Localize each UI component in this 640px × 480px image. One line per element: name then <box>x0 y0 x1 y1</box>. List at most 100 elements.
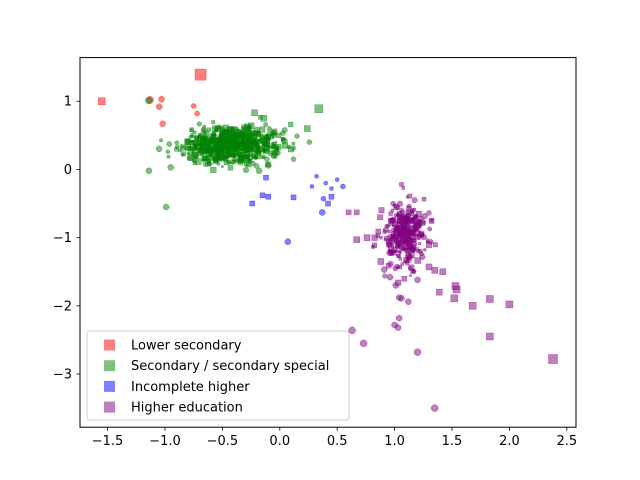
data-point <box>192 152 199 159</box>
data-point <box>231 159 236 164</box>
data-point <box>288 121 294 127</box>
legend-label: Incomplete higher <box>131 380 250 395</box>
data-point <box>288 146 294 153</box>
data-point <box>246 138 250 142</box>
data-point <box>198 133 203 139</box>
data-point <box>245 154 250 159</box>
data-point <box>158 95 165 103</box>
data-point <box>439 268 447 275</box>
data-point <box>294 133 300 139</box>
data-point <box>291 141 296 146</box>
data-point <box>203 142 207 146</box>
series-0 <box>98 68 207 127</box>
data-point <box>242 132 249 139</box>
data-point <box>203 135 207 139</box>
data-point <box>253 154 259 160</box>
data-point <box>219 155 225 161</box>
data-point <box>401 220 406 225</box>
data-point <box>382 273 388 279</box>
data-point <box>399 233 404 237</box>
data-point <box>184 143 191 151</box>
data-point <box>419 251 424 257</box>
data-point <box>207 145 214 152</box>
data-point <box>410 217 416 223</box>
data-point <box>238 155 245 162</box>
data-point <box>411 238 417 244</box>
data-point <box>222 128 228 133</box>
data-point <box>306 139 313 145</box>
data-point <box>191 158 197 164</box>
data-point <box>180 152 185 157</box>
x-tick-label: 0.5 <box>327 434 348 449</box>
data-point <box>270 144 276 149</box>
data-point <box>166 141 173 147</box>
data-point <box>388 211 393 216</box>
data-point <box>213 142 217 147</box>
data-point <box>255 167 263 175</box>
data-point <box>245 161 252 168</box>
data-point <box>281 137 288 145</box>
x-tick-label: 2.5 <box>556 434 577 449</box>
data-point <box>255 130 261 136</box>
data-point <box>191 134 196 139</box>
data-point <box>399 207 405 213</box>
legend-label: Higher education <box>131 401 243 416</box>
data-point <box>280 130 286 136</box>
data-point <box>379 236 383 240</box>
data-point <box>209 136 216 143</box>
data-point <box>387 229 391 234</box>
data-point <box>431 267 439 274</box>
data-point <box>263 174 269 181</box>
data-point <box>405 298 412 305</box>
data-point <box>155 145 163 153</box>
legend-label: Secondary / secondary special <box>131 359 329 374</box>
data-point <box>413 220 420 226</box>
data-point <box>377 214 383 221</box>
data-point <box>215 152 220 157</box>
data-point <box>345 209 352 216</box>
data-point <box>406 248 411 253</box>
data-point <box>415 210 422 217</box>
data-point <box>320 196 327 202</box>
data-point <box>431 404 439 412</box>
data-point <box>262 140 269 147</box>
data-point <box>304 125 311 132</box>
data-point <box>167 164 174 171</box>
data-point <box>409 242 414 247</box>
legend: Lower secondary Secondary / secondary spe… <box>86 330 350 421</box>
data-point <box>232 144 237 149</box>
data-point <box>328 193 335 200</box>
data-point <box>382 229 387 235</box>
data-point <box>436 288 443 296</box>
data-point <box>386 224 390 229</box>
data-point <box>371 245 375 249</box>
data-point <box>174 144 180 150</box>
data-point <box>323 180 328 186</box>
data-point <box>186 154 194 162</box>
data-point <box>353 209 360 216</box>
data-point <box>387 260 394 267</box>
data-point <box>406 203 412 209</box>
data-point <box>400 262 405 266</box>
data-point <box>398 250 402 254</box>
data-point <box>210 166 217 174</box>
data-point <box>270 128 278 136</box>
data-point <box>258 134 265 140</box>
data-point <box>228 129 235 136</box>
data-point <box>314 174 319 179</box>
data-point <box>486 332 494 341</box>
data-point <box>340 183 346 190</box>
data-point <box>392 282 399 289</box>
data-point <box>408 264 415 271</box>
y-axis: 1 0 −1 −2 −3 <box>53 95 80 383</box>
y-tick-label: 0 <box>64 163 72 178</box>
data-point <box>381 266 388 273</box>
data-points <box>98 68 558 412</box>
data-point <box>184 138 191 145</box>
legend-marker <box>104 339 115 351</box>
data-point <box>391 216 397 222</box>
data-point <box>145 167 153 175</box>
data-point <box>217 148 224 155</box>
data-point <box>210 153 214 158</box>
